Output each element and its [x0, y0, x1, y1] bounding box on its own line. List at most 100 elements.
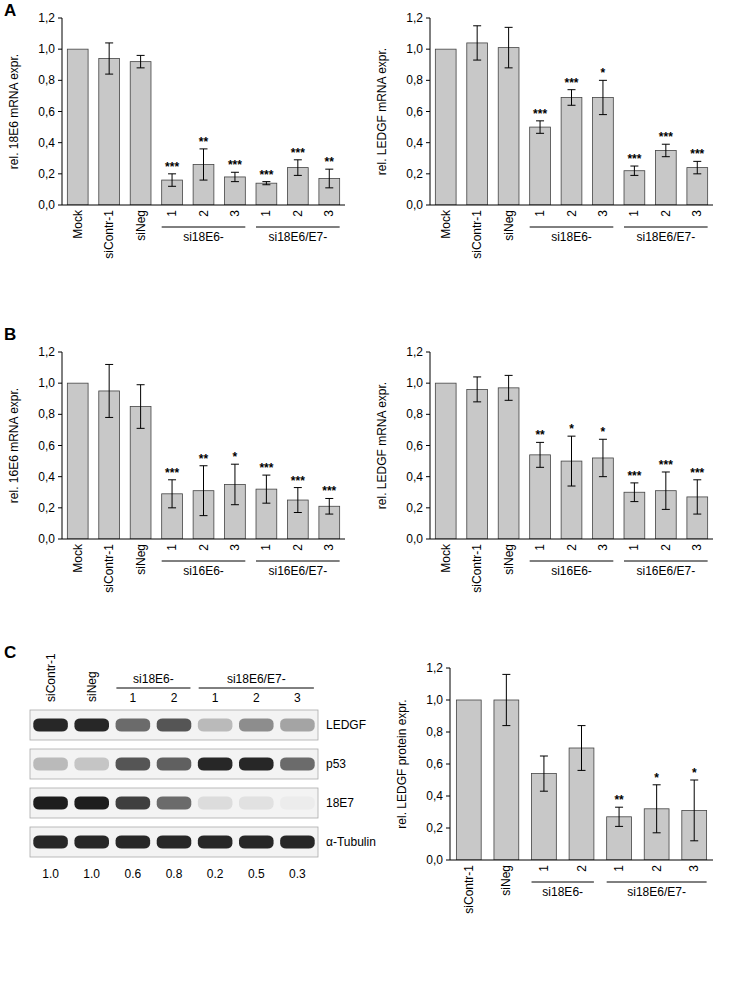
bars	[456, 674, 706, 860]
y-tick-label: 0,4	[406, 136, 423, 150]
y-tick	[58, 173, 62, 174]
y-axis	[62, 352, 63, 539]
significance: ***	[659, 130, 673, 144]
y-tick-label: 1,2	[38, 11, 55, 25]
y-tick	[446, 860, 450, 861]
y-tick-label: 0,6	[38, 439, 55, 453]
error-bar	[137, 55, 145, 67]
bar-chart: A0,00,20,40,60,81,01,2rel. 18E6 mRNA exp…	[4, 1, 345, 259]
error-bar	[662, 144, 670, 156]
x-axis	[62, 539, 345, 540]
quantification: 0.5	[248, 867, 265, 881]
x-tick-label: 3	[596, 210, 610, 217]
y-tick-label: 0,4	[38, 136, 55, 150]
group-line	[624, 561, 708, 562]
x-tick-label: siContr-1	[470, 544, 484, 593]
panel-label: C	[4, 643, 16, 662]
lane-label: 1	[130, 691, 137, 705]
y-tick-label: 0,4	[406, 470, 423, 484]
error-bar	[473, 377, 481, 402]
x-tick-label: Mock	[71, 543, 85, 573]
error-bar	[325, 498, 333, 514]
x-tick-label: 3	[228, 210, 242, 217]
y-tick	[426, 352, 430, 353]
y-axis-label: rel. LEDGF protein expr.	[395, 699, 409, 828]
band	[280, 718, 315, 731]
lane-label: 2	[171, 691, 178, 705]
x-tick-label: 1	[165, 544, 179, 551]
row-label: 18E7	[326, 796, 354, 810]
group-label: si16E6-	[183, 564, 224, 578]
lane-label: siNeg	[85, 671, 99, 702]
significance: *	[601, 66, 606, 80]
significance: *	[233, 450, 238, 464]
significance: ***	[627, 152, 641, 166]
bar	[561, 97, 582, 205]
lane-label: 3	[294, 691, 301, 705]
significance: ***	[564, 76, 578, 90]
y-tick-label: 0,4	[38, 470, 55, 484]
band	[157, 835, 192, 848]
bar	[67, 49, 88, 205]
error-bar	[505, 375, 513, 400]
x-tick-label: 3	[322, 210, 336, 217]
row-label: α-Tubulin	[326, 835, 376, 849]
x-tick-label: siContr-1	[462, 865, 476, 914]
band	[74, 718, 109, 731]
y-tick	[446, 700, 450, 701]
significance: ***	[259, 168, 273, 182]
error-bar	[536, 121, 544, 133]
band	[74, 835, 109, 848]
error-bar	[599, 439, 607, 476]
y-tick-label: 0,2	[406, 167, 423, 181]
x-tick-label: 2	[291, 210, 305, 217]
significance: ***	[690, 147, 704, 161]
band	[239, 796, 274, 809]
band	[239, 835, 274, 848]
blot-strip	[30, 788, 318, 818]
error-bar	[662, 472, 670, 509]
significance: **	[325, 155, 335, 169]
y-tick	[426, 49, 430, 50]
x-tick-label: 1	[537, 865, 551, 872]
x-tick-label: 2	[659, 544, 673, 551]
y-axis-label: rel. 16E6 mRNA expr.	[7, 388, 21, 503]
bar	[467, 389, 488, 539]
x-tick-label: 3	[322, 544, 336, 551]
significance: **	[535, 428, 545, 442]
y-tick	[446, 796, 450, 797]
y-tick-label: 0,2	[38, 167, 55, 181]
y-tick	[446, 668, 450, 669]
y-tick	[426, 142, 430, 143]
bar	[498, 48, 519, 205]
significance: **	[199, 452, 209, 466]
significance: *	[692, 766, 697, 780]
x-tick-label: 3	[690, 544, 704, 551]
error-bar	[200, 466, 208, 516]
bar	[256, 183, 277, 205]
significance: *	[569, 422, 574, 436]
group-line	[162, 227, 246, 228]
y-tick-label: 1,2	[38, 345, 55, 359]
y-tick-label: 0,6	[38, 105, 55, 119]
y-tick	[426, 507, 430, 508]
y-tick	[58, 80, 62, 81]
band	[239, 757, 274, 770]
bar	[99, 59, 120, 205]
y-tick-label: 1,0	[406, 42, 423, 56]
group-label: si18E6/E7-	[627, 885, 686, 899]
significance: ***	[690, 466, 704, 480]
y-axis	[62, 18, 63, 205]
significance: **	[614, 793, 624, 807]
x-tick-label: 2	[650, 865, 664, 872]
significance: *	[601, 425, 606, 439]
x-tick-label: Mock	[439, 543, 453, 573]
band	[157, 757, 192, 770]
bar	[467, 43, 488, 205]
error-bar	[473, 26, 481, 60]
significance: *	[654, 771, 659, 785]
y-tick-label: 0,0	[38, 532, 55, 546]
y-axis-label: rel. LEDGF mRNA expr.	[375, 48, 389, 175]
y-tick	[426, 111, 430, 112]
group-line	[199, 688, 314, 689]
